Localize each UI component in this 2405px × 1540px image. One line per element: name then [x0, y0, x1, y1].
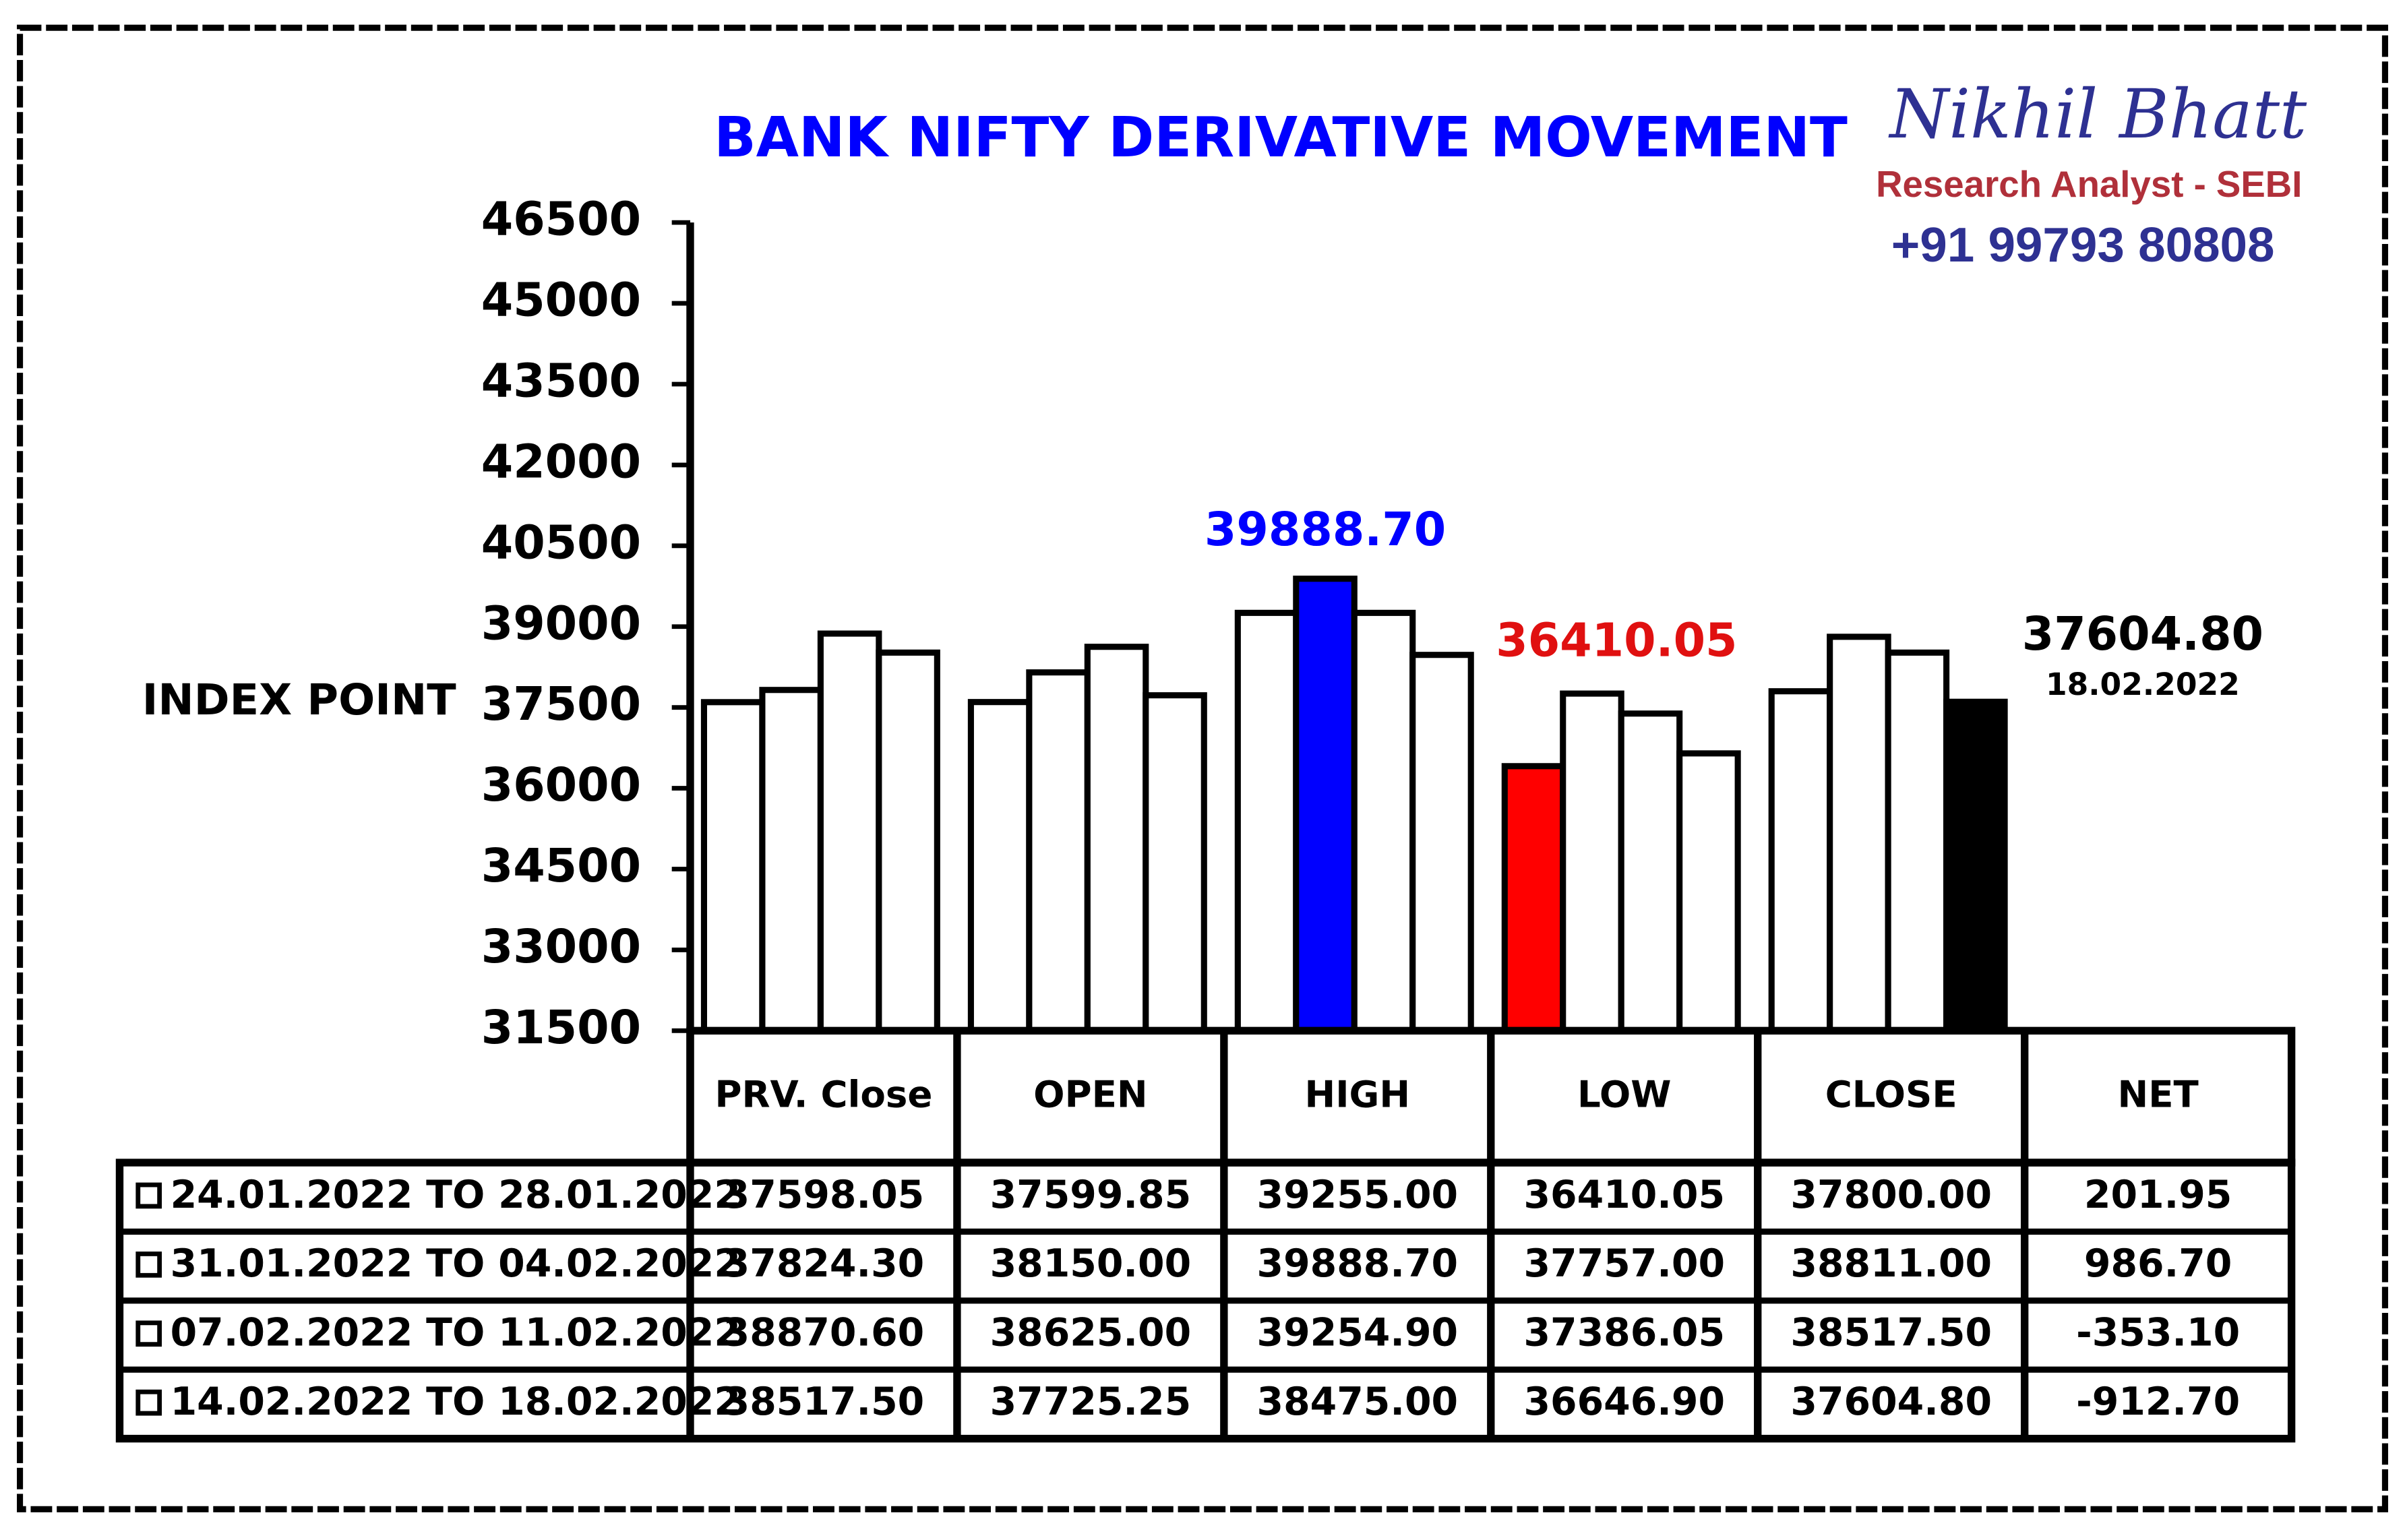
bar: [1293, 576, 1358, 1034]
y-tick-label: 43500: [481, 355, 641, 408]
annotation: 18.02.2022: [2046, 667, 2240, 702]
x-tick-label: HIGH: [1305, 1072, 1411, 1115]
x-tick-label: CLOSE: [1825, 1072, 1957, 1115]
author-phone: +91 99793 80808: [1891, 218, 2275, 272]
y-tick-label: 45000: [481, 274, 641, 328]
bar: [1560, 690, 1624, 1034]
bar: [1827, 634, 1891, 1034]
table-cell: 37599.85: [990, 1173, 1192, 1217]
table-cell: 37604.80: [1790, 1380, 1992, 1424]
table-cell: 38475.00: [1257, 1380, 1459, 1424]
table-cell: 36646.90: [1523, 1380, 1725, 1424]
y-tick-label: 33000: [481, 921, 641, 974]
chart-title: BANK NIFTY DERIVATIVE MOVEMENT: [714, 106, 1848, 170]
bar: [876, 649, 940, 1034]
table-cell: 36410.05: [1523, 1173, 1725, 1217]
table-cell: 37725.25: [990, 1380, 1192, 1424]
bar: [1143, 692, 1207, 1034]
table-cell: 37824.30: [723, 1241, 925, 1286]
table-cell: 986.70: [2084, 1241, 2232, 1286]
author: Nikhil Bhatt: [1888, 75, 2307, 154]
legend-marker: [135, 1320, 162, 1347]
y-tick-label: 37500: [481, 678, 641, 731]
bar: [1084, 644, 1149, 1034]
table-cell: 39254.90: [1257, 1311, 1459, 1355]
y-tick-label: 31500: [481, 1002, 641, 1055]
table-cell: 39255.00: [1257, 1173, 1459, 1217]
bar: [1618, 710, 1683, 1034]
legend-label: 14.02.2022 TO 18.02.2022: [171, 1380, 741, 1424]
table-cell: 38150.00: [990, 1241, 1192, 1286]
table-cell: 38811.00: [1790, 1241, 1992, 1286]
bar: [1501, 763, 1566, 1034]
table-header-cell: NET: [2118, 1072, 2199, 1115]
data-label: 39888.70: [1205, 503, 1446, 557]
table-cell: 201.95: [2084, 1173, 2232, 1217]
legend-marker: [135, 1182, 162, 1209]
data-label: 37604.80: [2022, 608, 2263, 661]
author-role: Research Analyst - SEBI: [1876, 164, 2302, 205]
bar: [1409, 652, 1474, 1034]
y-tick-label: 40500: [481, 516, 641, 569]
table-cell: -912.70: [2076, 1380, 2240, 1424]
y-tick-label: 42000: [481, 435, 641, 489]
table-cell: 37386.05: [1523, 1311, 1725, 1355]
bar: [1026, 669, 1091, 1034]
y-tick-label: 36000: [481, 759, 641, 812]
bar: [1943, 698, 2008, 1034]
bar: [759, 687, 824, 1034]
data-label: 36410.05: [1496, 614, 1737, 667]
y-tick-label: 34500: [481, 840, 641, 893]
x-tick-label: LOW: [1577, 1072, 1672, 1115]
bar: [817, 630, 882, 1034]
table-cell: -353.10: [2076, 1311, 2240, 1355]
bar: [1885, 649, 1950, 1034]
legend-label: 24.01.2022 TO 28.01.2022: [171, 1173, 741, 1217]
table-cell: 38625.00: [990, 1311, 1192, 1355]
y-axis-label: INDEX POINT: [142, 675, 457, 725]
y-tick-label: 46500: [481, 193, 641, 247]
bar: [967, 699, 1033, 1034]
bar: [1351, 609, 1416, 1034]
legend-label: 07.02.2022 TO 11.02.2022: [171, 1311, 741, 1355]
y-tick-label: 39000: [481, 597, 641, 650]
legend-marker: [135, 1252, 162, 1278]
table-cell: 37800.00: [1790, 1173, 1992, 1217]
table-cell: 38517.50: [1790, 1311, 1992, 1355]
table-cell: 38517.50: [723, 1380, 925, 1424]
legend-label: 31.01.2022 TO 04.02.2022: [171, 1241, 741, 1286]
table-cell: 39888.70: [1257, 1241, 1459, 1286]
x-tick-label: PRV. Close: [714, 1072, 932, 1115]
bar: [700, 699, 766, 1034]
x-tick-label: OPEN: [1033, 1072, 1147, 1115]
bar: [1234, 609, 1300, 1034]
table-cell: 38870.60: [723, 1311, 925, 1355]
legend-marker: [135, 1389, 162, 1416]
table-cell: 37598.05: [723, 1173, 925, 1217]
frame: [17, 24, 2388, 1512]
bar: [1768, 688, 1833, 1034]
table-cell: 37757.00: [1523, 1241, 1725, 1286]
bar: [1676, 750, 1741, 1034]
